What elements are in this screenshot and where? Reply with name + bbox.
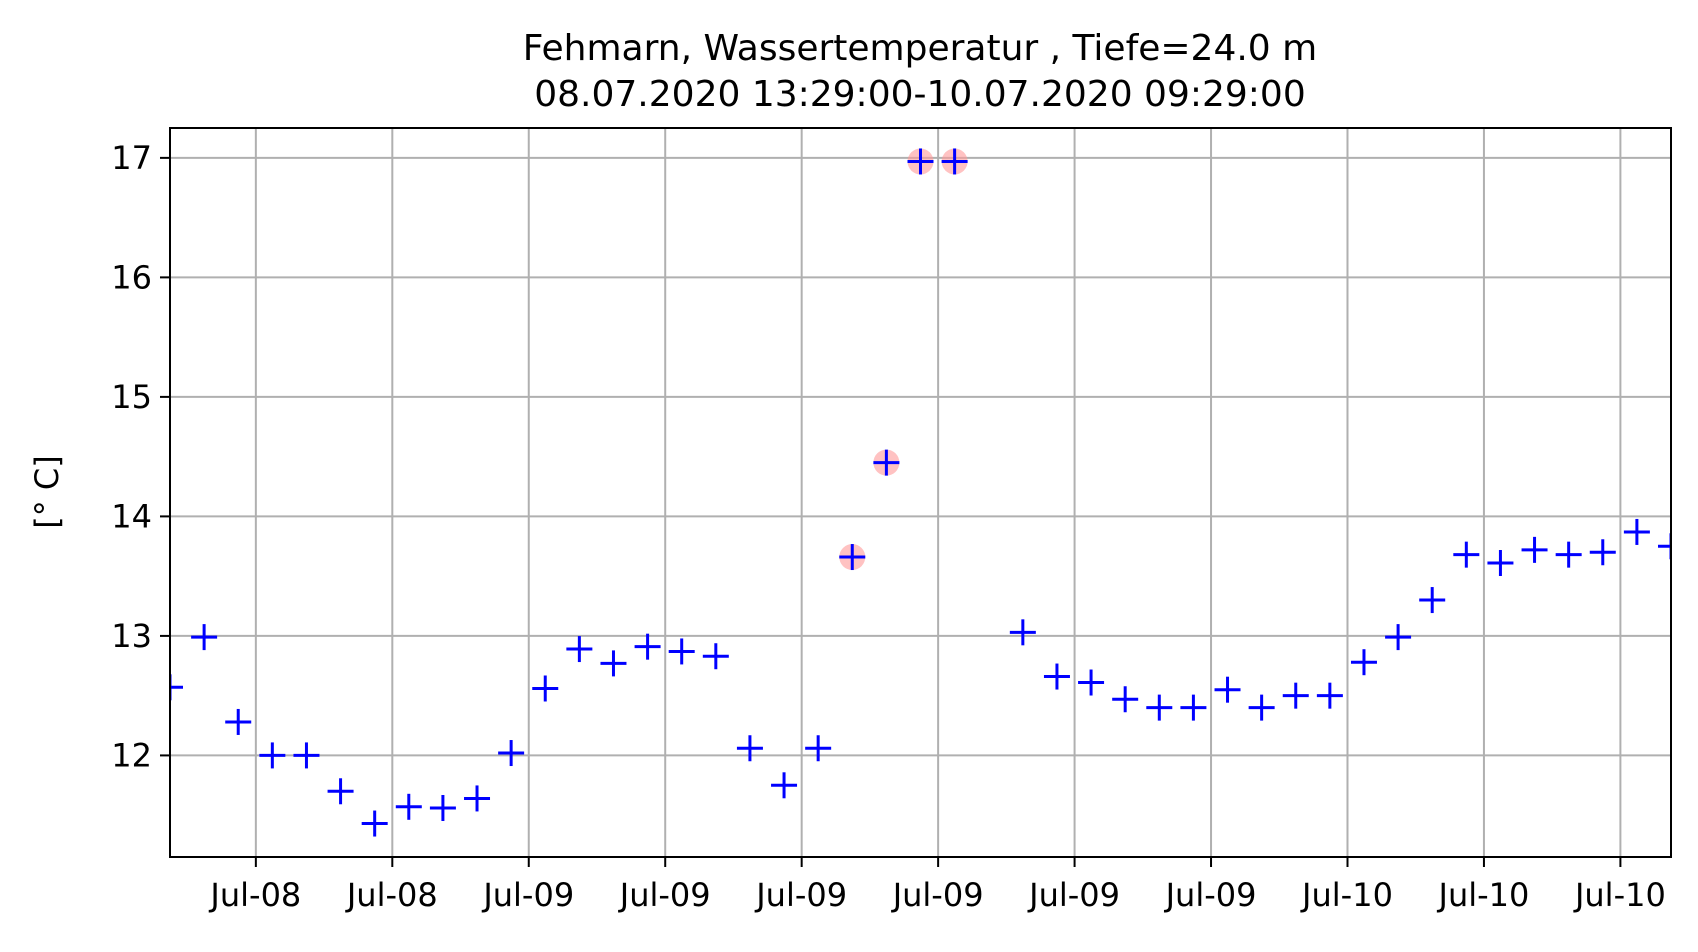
data-point bbox=[1658, 533, 1671, 560]
data-point bbox=[1385, 624, 1412, 651]
data-point bbox=[259, 742, 286, 769]
x-tick-label: Jul-09 bbox=[754, 876, 847, 914]
data-point bbox=[1419, 587, 1446, 614]
data-point bbox=[907, 148, 934, 175]
data-point bbox=[600, 650, 627, 677]
y-tick-label: 17 bbox=[111, 139, 152, 177]
data-point bbox=[464, 785, 491, 812]
data-point bbox=[293, 742, 320, 769]
data-point bbox=[1282, 682, 1309, 709]
data-point bbox=[1009, 619, 1036, 646]
data-point bbox=[1214, 676, 1241, 703]
y-tick-label: 13 bbox=[111, 617, 152, 655]
data-point bbox=[702, 643, 729, 670]
data-point bbox=[873, 449, 900, 476]
data-point bbox=[1589, 539, 1616, 566]
data-point bbox=[634, 633, 661, 660]
data-point bbox=[532, 675, 559, 702]
data-point bbox=[1555, 541, 1582, 568]
chart-title: Fehmarn, Wassertemperatur , Tiefe=24.0 m bbox=[523, 28, 1317, 69]
data-point bbox=[1078, 669, 1105, 696]
data-point bbox=[1316, 682, 1343, 709]
data-point bbox=[361, 810, 388, 837]
data-point bbox=[498, 740, 525, 767]
data-point bbox=[941, 148, 968, 175]
data-point bbox=[327, 778, 354, 805]
chart-subtitle: 08.07.2020 13:29:00-10.07.2020 09:29:00 bbox=[534, 74, 1306, 115]
data-point bbox=[225, 708, 252, 735]
data-point bbox=[170, 674, 183, 701]
data-point bbox=[1112, 686, 1139, 713]
x-tick-label: Jul-10 bbox=[1573, 876, 1666, 914]
x-tick-label: Jul-09 bbox=[481, 876, 574, 914]
data-point bbox=[1146, 694, 1173, 721]
plot-frame bbox=[169, 127, 1672, 858]
data-point bbox=[736, 735, 763, 762]
y-tick-label: 14 bbox=[111, 497, 152, 535]
x-tick-label: Jul-09 bbox=[1164, 876, 1257, 914]
x-tick-label: Jul-08 bbox=[208, 876, 301, 914]
data-point bbox=[771, 772, 798, 799]
x-tick-label: Jul-10 bbox=[1300, 876, 1393, 914]
data-point bbox=[1248, 694, 1275, 721]
data-point bbox=[668, 638, 695, 665]
x-tick-label: Jul-08 bbox=[345, 876, 438, 914]
highlight-layer bbox=[839, 148, 968, 571]
data-point bbox=[805, 735, 832, 762]
data-point bbox=[1453, 541, 1480, 568]
marker-layer bbox=[170, 148, 1671, 837]
data-point bbox=[1180, 694, 1207, 721]
x-tick-label: Jul-09 bbox=[1027, 876, 1120, 914]
data-point bbox=[395, 793, 422, 820]
data-point bbox=[1043, 663, 1070, 690]
x-tick-label: Jul-09 bbox=[618, 876, 711, 914]
data-point bbox=[1623, 518, 1650, 545]
x-tick-label: Jul-09 bbox=[891, 876, 984, 914]
y-tick-label: 12 bbox=[111, 736, 152, 774]
y-tick-label: 16 bbox=[111, 258, 152, 296]
y-tick-label: 15 bbox=[111, 378, 152, 416]
data-point bbox=[429, 795, 456, 822]
data-point bbox=[566, 636, 593, 663]
y-axis-label: [° C] bbox=[28, 455, 66, 528]
data-point bbox=[1487, 550, 1514, 577]
x-tick-label: Jul-10 bbox=[1437, 876, 1530, 914]
data-point bbox=[839, 544, 866, 571]
data-point bbox=[191, 624, 218, 651]
data-point bbox=[1521, 536, 1548, 563]
data-point bbox=[1350, 649, 1377, 676]
tick-layer: 12 13 14 15 16 17 Jul-08 Jul-08 Jul-09 Jul-09 Jul-… bbox=[111, 139, 1666, 914]
